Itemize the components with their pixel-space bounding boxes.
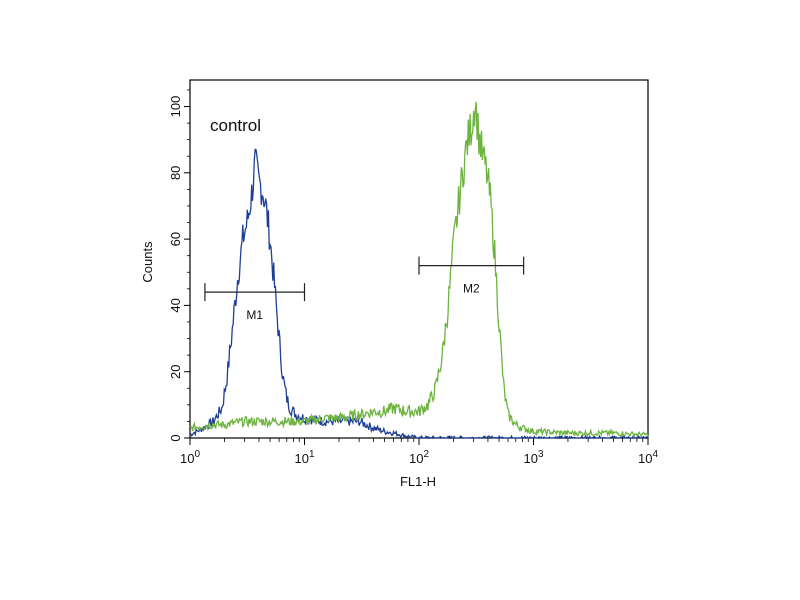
series-layer	[189, 101, 649, 440]
x-tick-label: 102	[409, 449, 429, 466]
y-tick-label: 40	[168, 298, 183, 312]
gate-label: M1	[246, 308, 263, 322]
y-tick-label: 80	[168, 166, 183, 180]
y-axis: 0 20 40 60 80 100	[168, 89, 190, 442]
y-tick-label: 100	[168, 96, 183, 118]
series-line-2	[189, 101, 649, 439]
y-axis-label: Counts	[140, 241, 155, 283]
y-tick-label: 0	[168, 434, 183, 441]
x-axis: 100 101 102 103 104	[180, 438, 658, 466]
gate-markers: M1 M2	[204, 256, 525, 322]
y-tick-label: 60	[168, 232, 183, 246]
x-tick-label: 103	[523, 449, 543, 466]
y-tick-label: 20	[168, 364, 183, 378]
control-annotation: control	[210, 116, 261, 135]
x-axis-label: FL1-H	[400, 474, 436, 489]
x-tick-label: 101	[294, 449, 314, 466]
series-line-1	[189, 148, 649, 440]
gate-marker-m2: M2	[418, 256, 525, 296]
gate-marker-m1: M1	[204, 283, 306, 322]
x-tick-label: 100	[180, 449, 200, 466]
gate-label: M2	[463, 282, 480, 296]
x-tick-label: 104	[638, 449, 658, 466]
